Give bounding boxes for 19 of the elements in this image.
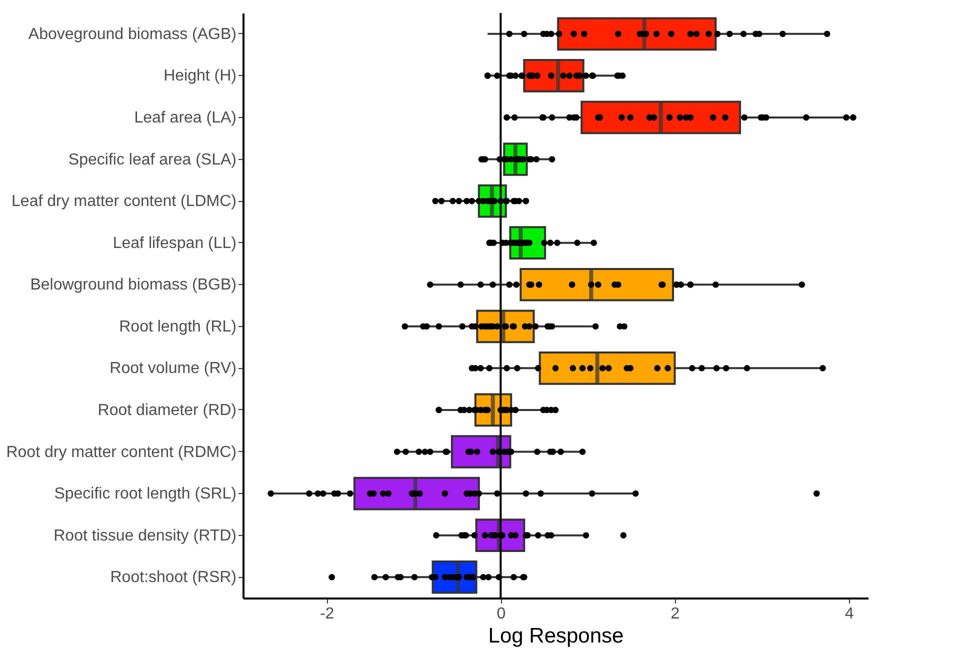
x-tick-label: 0 [496, 606, 506, 622]
y-tick-label: Root length (RL) [119, 318, 236, 336]
y-tick-label: Root volume (RV) [110, 360, 236, 378]
x-axis-title: Log Response [488, 624, 624, 648]
y-tick-label: Specific leaf area (SLA) [68, 151, 236, 168]
y-tick-label: Specific root length (SRL) [54, 486, 236, 503]
y-tick-label: Root:shoot (RSR) [110, 569, 236, 586]
y-tick-label: Height (H) [164, 68, 236, 85]
y-tick-label: Belowground biomass (BGB) [30, 276, 236, 294]
x-tick-label: 4 [844, 606, 854, 622]
y-tick-label: Leaf dry matter content (LDMC) [12, 193, 236, 210]
x-tick-label: -2 [320, 606, 334, 622]
x-tick-label: 2 [670, 606, 680, 622]
y-tick-label: Root tissue density (RTD) [54, 527, 236, 544]
y-tick-label: Leaf lifespan (LL) [112, 234, 236, 252]
y-tick-label: Root diameter (RD) [98, 402, 236, 419]
y-tick-label: Root dry matter content (RDMC) [6, 444, 236, 461]
y-tick-label: Leaf area (LA) [134, 109, 236, 126]
y-tick-label: Aboveground biomass (AGB) [28, 26, 236, 43]
